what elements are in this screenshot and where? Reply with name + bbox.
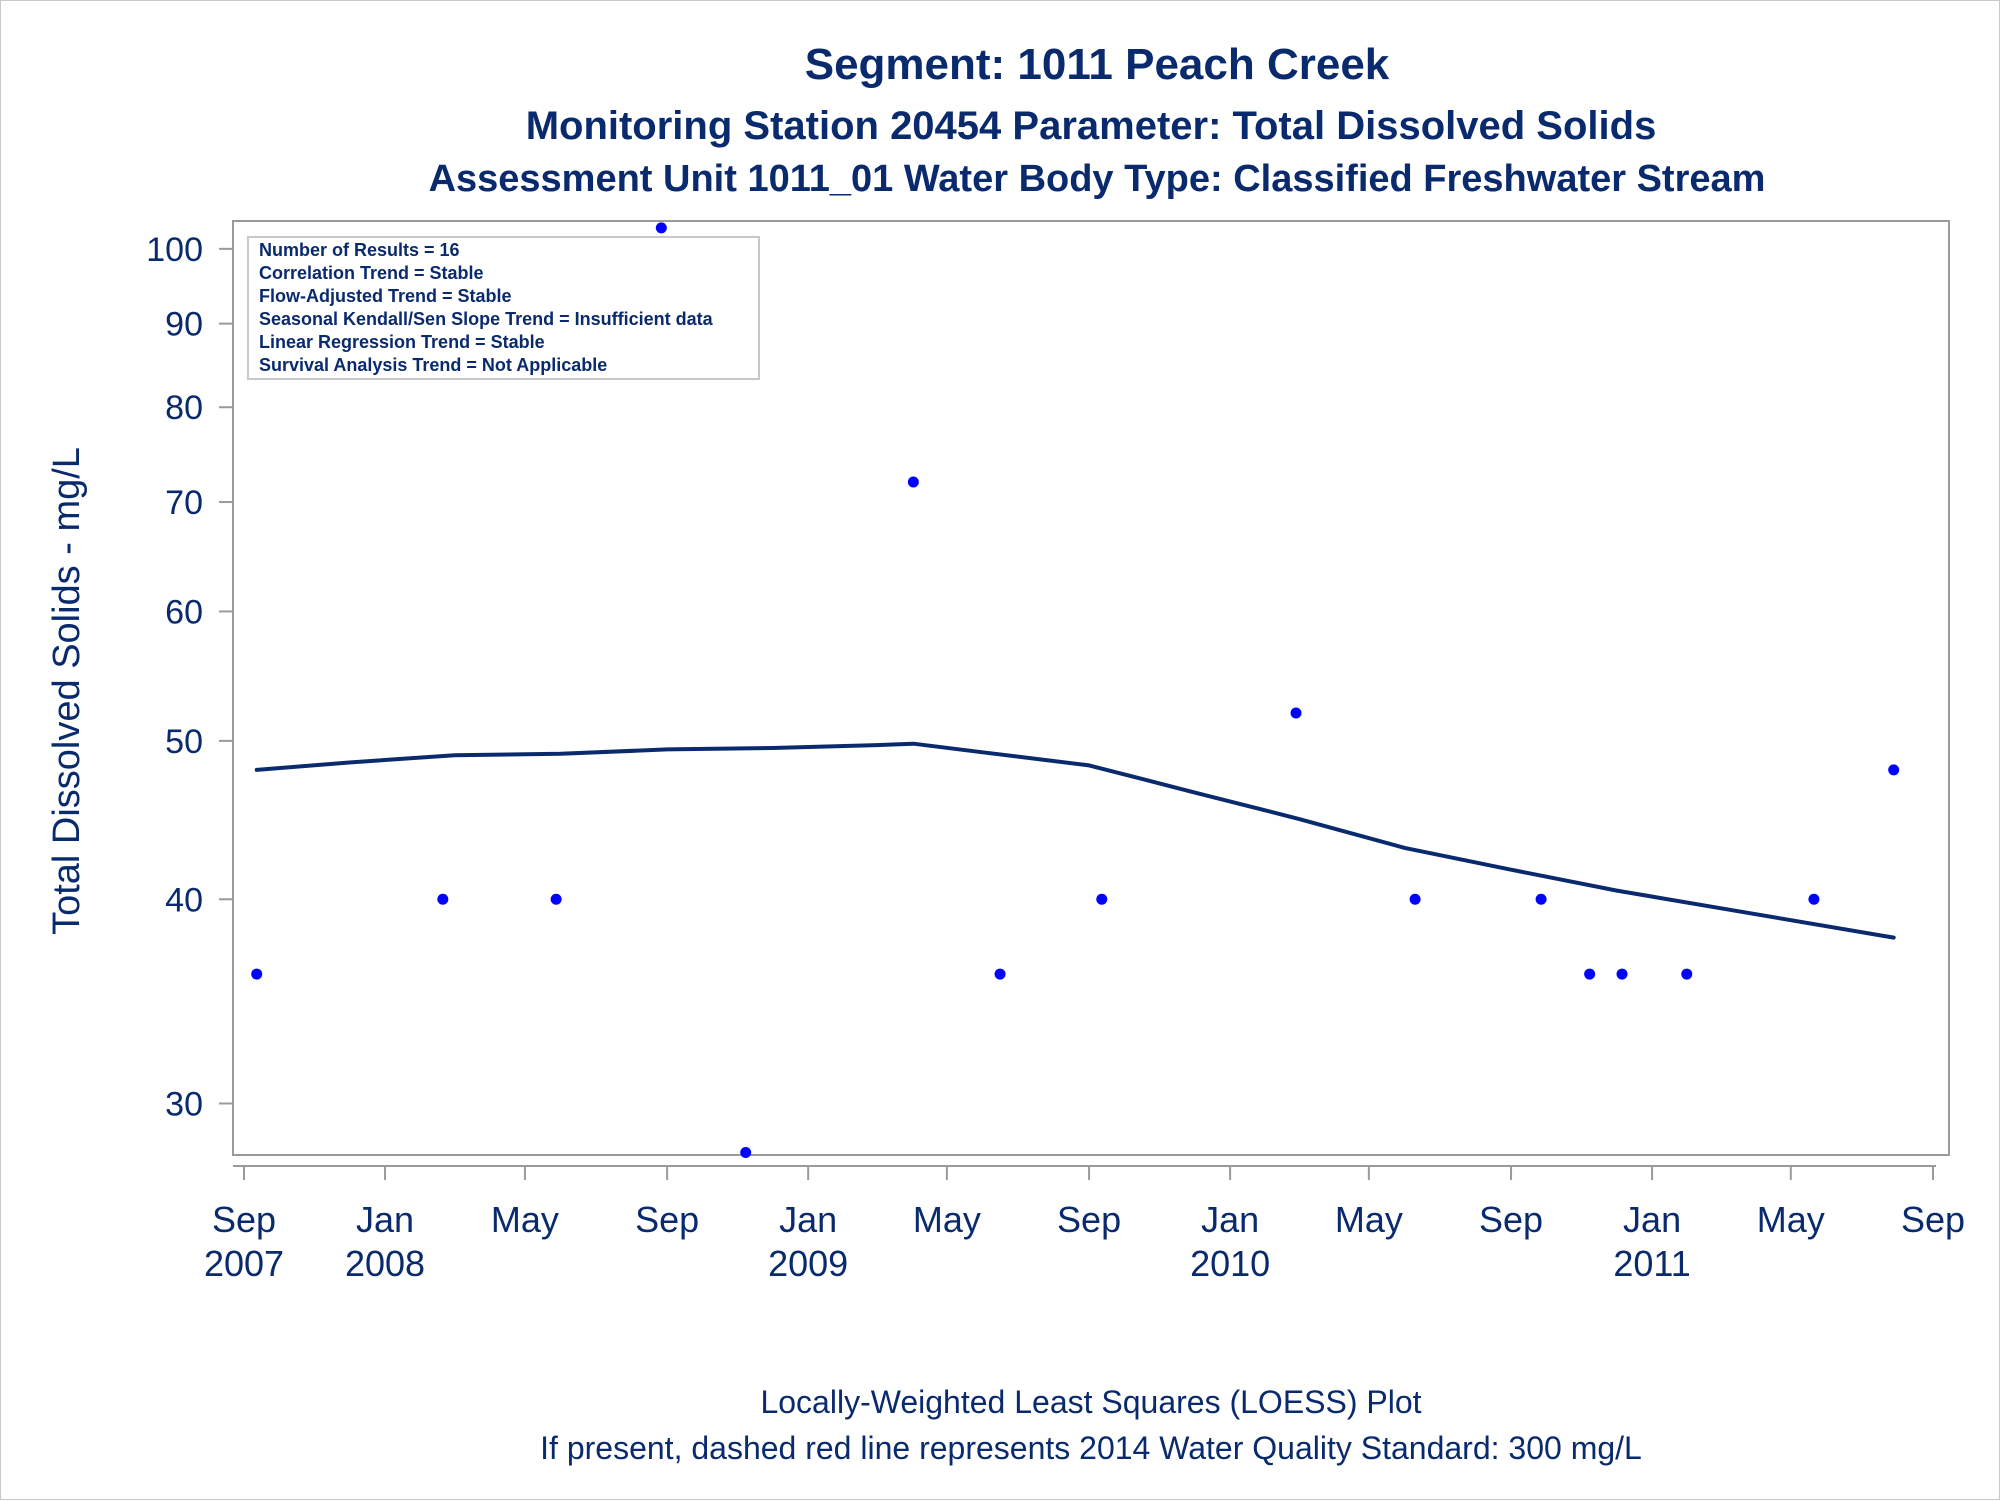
x-tick-label-month: Sep (212, 1199, 276, 1240)
data-point (1096, 893, 1108, 905)
stats-legend-box: Number of Results = 16 Correlation Trend… (247, 236, 760, 380)
x-tick-label-month: Jan (1623, 1199, 1681, 1240)
data-point (1616, 968, 1628, 980)
data-point (1290, 707, 1302, 719)
x-tick-label-year: 2007 (204, 1243, 284, 1284)
loess-line (254, 741, 1896, 940)
x-tick-label-month: May (1335, 1199, 1403, 1240)
footnote-standard: If present, dashed red line represents 2… (540, 1430, 1642, 1466)
stat-survival-analysis-trend: Survival Analysis Trend = Not Applicable (259, 355, 607, 375)
data-point (1584, 968, 1596, 980)
data-point (655, 222, 667, 234)
chart-subtitle: Monitoring Station 20454 Parameter: Tota… (526, 104, 1657, 148)
y-axis-label: Total Dissolved Solids - mg/L (46, 447, 88, 935)
y-tick-label: 40 (165, 881, 203, 919)
stat-number-of-results: Number of Results = 16 (259, 240, 460, 260)
chart-subtitle-2: Assessment Unit 1011_01 Water Body Type:… (429, 158, 1766, 200)
chart-title: Segment: 1011 Peach Creek (805, 40, 1390, 89)
x-tick-label-year: 2008 (345, 1243, 425, 1284)
footnote-loess: Locally-Weighted Least Squares (LOESS) P… (760, 1384, 1421, 1420)
data-point (1535, 893, 1547, 905)
x-tick-label-month: May (1757, 1199, 1825, 1240)
x-tick-label-month: Jan (779, 1199, 837, 1240)
stat-seasonal-kendall-trend: Seasonal Kendall/Sen Slope Trend = Insuf… (259, 309, 714, 329)
stat-correlation-trend: Correlation Trend = Stable (259, 263, 484, 283)
y-tick-label: 100 (146, 231, 203, 269)
data-point (907, 476, 919, 488)
data-point (994, 968, 1006, 980)
y-tick-label: 80 (165, 389, 203, 427)
x-tick-label-month: Sep (1057, 1199, 1121, 1240)
y-tick-label: 30 (165, 1085, 203, 1123)
x-tick-label-month: Jan (1201, 1199, 1259, 1240)
data-point (1808, 893, 1820, 905)
x-tick-label-year: 2011 (1613, 1243, 1690, 1284)
stat-linear-regression-trend: Linear Regression Trend = Stable (259, 332, 545, 352)
data-point (251, 968, 263, 980)
data-point (437, 893, 449, 905)
y-tick-label: 60 (165, 593, 203, 631)
y-tick-label: 70 (165, 484, 203, 522)
x-tick-label-month: Sep (1479, 1199, 1543, 1240)
x-tick-label-month: May (491, 1199, 559, 1240)
x-tick-label-month: Sep (635, 1199, 699, 1240)
y-tick-label: 50 (165, 723, 203, 761)
y-axis: 30 40 50 60 70 80 90 100 (146, 221, 234, 1155)
data-point (1888, 764, 1900, 776)
data-point (740, 1146, 752, 1158)
x-tick-label-month: Jan (356, 1199, 414, 1240)
stats-box-border (247, 236, 760, 380)
data-point (1409, 893, 1421, 905)
x-tick-label-month: Sep (1901, 1199, 1965, 1240)
stat-flow-adjusted-trend: Flow-Adjusted Trend = Stable (259, 286, 512, 306)
points-layer (251, 222, 1900, 1158)
x-tick-label-year: 2009 (768, 1243, 848, 1284)
loess-layer (254, 741, 1896, 940)
x-tick-label-month: May (913, 1199, 981, 1240)
data-point (550, 893, 562, 905)
x-tick-label-year: 2010 (1190, 1243, 1270, 1284)
data-point (1681, 968, 1693, 980)
y-tick-label: 90 (165, 306, 203, 344)
